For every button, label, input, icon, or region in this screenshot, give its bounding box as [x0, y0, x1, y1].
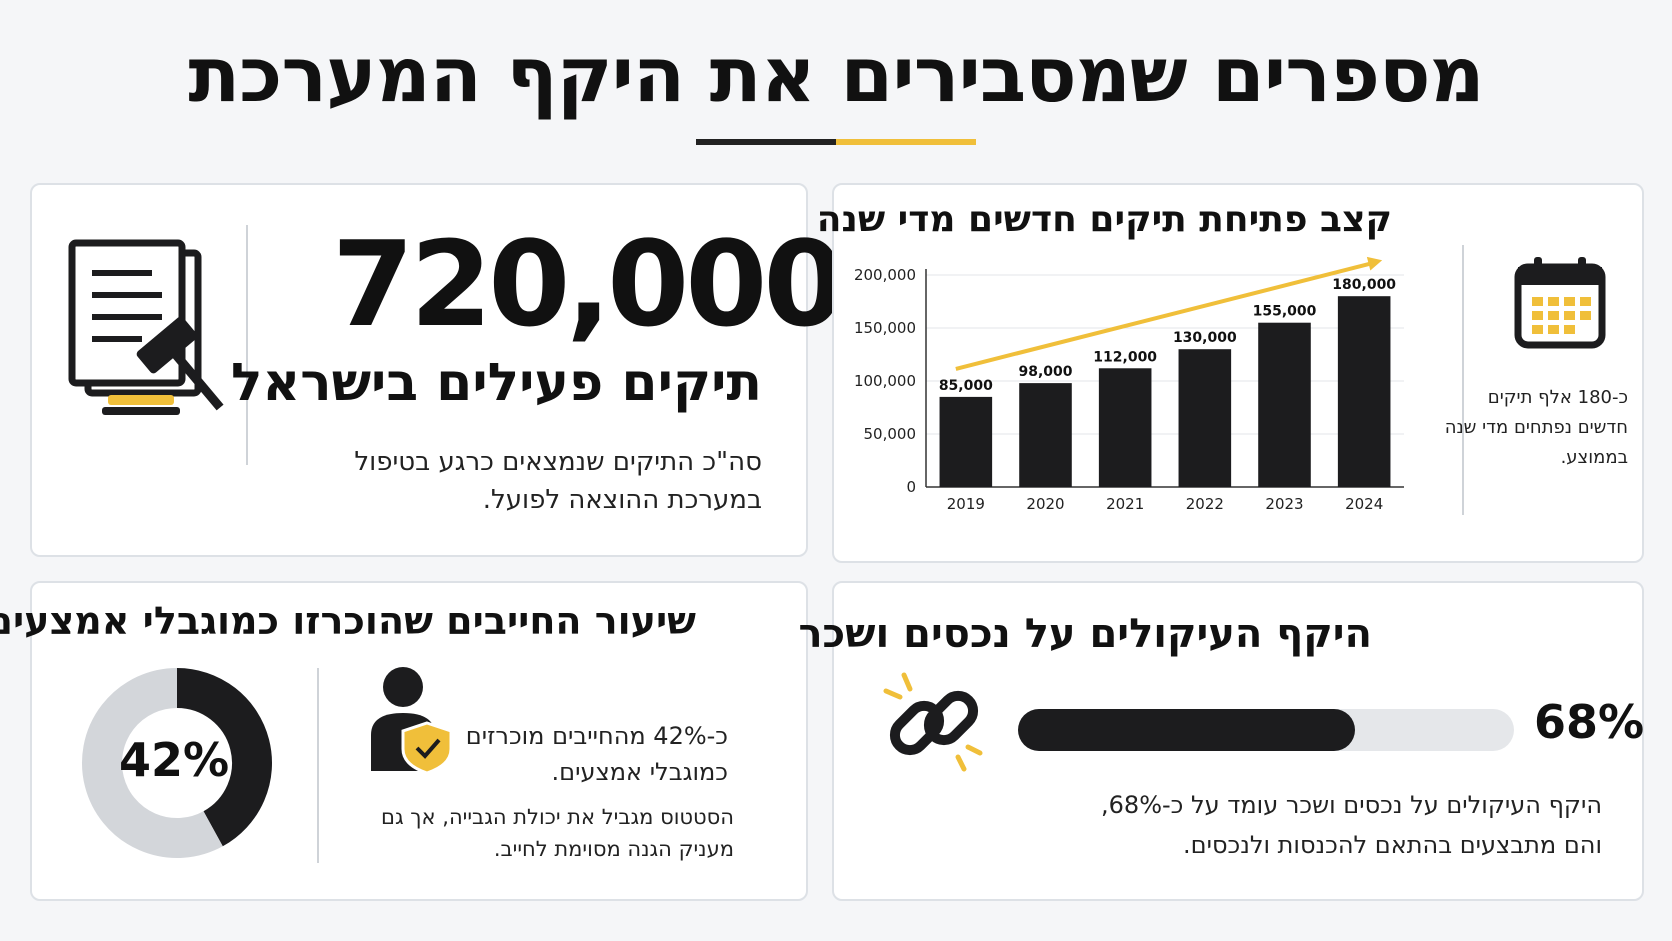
x-tick-label: 2020 [1026, 495, 1064, 513]
trend-arrow-head [1366, 256, 1383, 271]
seizures-progress-fill [1018, 709, 1356, 751]
active-cases-value: 720,000 [332, 215, 845, 353]
document-gavel-icon [68, 239, 224, 415]
y-tick-label: 150,000 [854, 319, 916, 337]
y-tick-label: 100,000 [854, 372, 916, 390]
x-tick-label: 2023 [1265, 495, 1303, 513]
bar [1258, 322, 1311, 487]
restricted-debtors-title: שיעור החייבים שהוכרזו כמוגבלי אמצעים [0, 599, 696, 643]
x-tick-label: 2021 [1106, 495, 1144, 513]
seizures-title: היקף העיקולים על נכסים ושכר [798, 611, 1372, 657]
data-label: 155,000 [1253, 304, 1317, 320]
restricted-debtors-card: שיעור החייבים שהוכרזו כמוגבלי אמצעים 42%… [0, 581, 808, 901]
x-tick-label: 2019 [947, 495, 985, 513]
bar [939, 396, 993, 487]
restricted-debtors-donut-chart [82, 668, 272, 858]
seizures-description: היקף העיקולים על נכסים ושכר עומד על כ-68… [1101, 791, 1602, 859]
new-cases-bar-chart: 0 50,000 100,000 150,000 200,000 85,000 2019 98… [854, 256, 1404, 513]
chain-link-icon [883, 672, 983, 772]
donut-percent-label: 42% [118, 733, 230, 787]
page-title: מספרים שמסבירים את היקף המערכת [188, 30, 1484, 119]
data-label: 180,000 [1332, 277, 1396, 293]
bar [1337, 296, 1391, 487]
seizures-percent: 68% [1534, 695, 1645, 749]
person-shield-icon [371, 667, 453, 775]
active-cases-subtitle: תיקים פעילים בישראל [230, 353, 762, 413]
seizures-progress-track [1018, 709, 1514, 751]
trend-arrow [955, 261, 1373, 371]
new-cases-title: קצב פתיחת תיקים חדשים מדי שנה [816, 199, 1392, 240]
y-tick-label: 0 [906, 478, 916, 496]
data-label: 98,000 [1018, 364, 1072, 380]
title-underline [696, 139, 976, 145]
x-tick-label: 2024 [1345, 495, 1383, 513]
active-cases-card: 720,000 תיקים פעילים בישראל סה"כ התיקים … [30, 183, 845, 557]
donut-slice [176, 668, 272, 847]
bar [1019, 383, 1072, 487]
seizures-card: היקף העיקולים על נכסים ושכר 68% היקף העי… [798, 581, 1645, 901]
donut-slice [82, 668, 223, 858]
bar [1098, 368, 1152, 487]
card-divider [317, 668, 319, 863]
x-tick-label: 2022 [1186, 495, 1224, 513]
bar [1178, 349, 1232, 487]
data-label: 130,000 [1173, 330, 1237, 346]
y-tick-label: 50,000 [864, 425, 917, 443]
active-cases-description: סה"כ התיקים שנמצאים כרגע בטיפול במערכת ה… [354, 447, 762, 515]
data-label: 112,000 [1093, 349, 1157, 365]
card-divider [1462, 245, 1464, 515]
underline-dark-segment [696, 139, 836, 145]
underline-accent-segment [836, 139, 976, 145]
restricted-debtors-line2: הסטטוס מגביל את יכולת הגבייה, אך גם מעני… [381, 805, 734, 861]
y-tick-label: 200,000 [854, 266, 916, 284]
new-cases-card: קצב פתיחת תיקים חדשים מדי שנה 0 50,000 100… [817, 183, 1644, 563]
new-cases-note: כ-180 אלף תיקים חדשים נפתחים מדי שנה בממ… [1444, 387, 1628, 468]
restricted-debtors-line1: כ-42% מהחייבים מוכרזים כמוגבלי אמצעים. [465, 722, 728, 786]
card-divider [246, 225, 248, 465]
data-label: 85,000 [939, 378, 993, 394]
calendar-icon [1514, 257, 1606, 349]
